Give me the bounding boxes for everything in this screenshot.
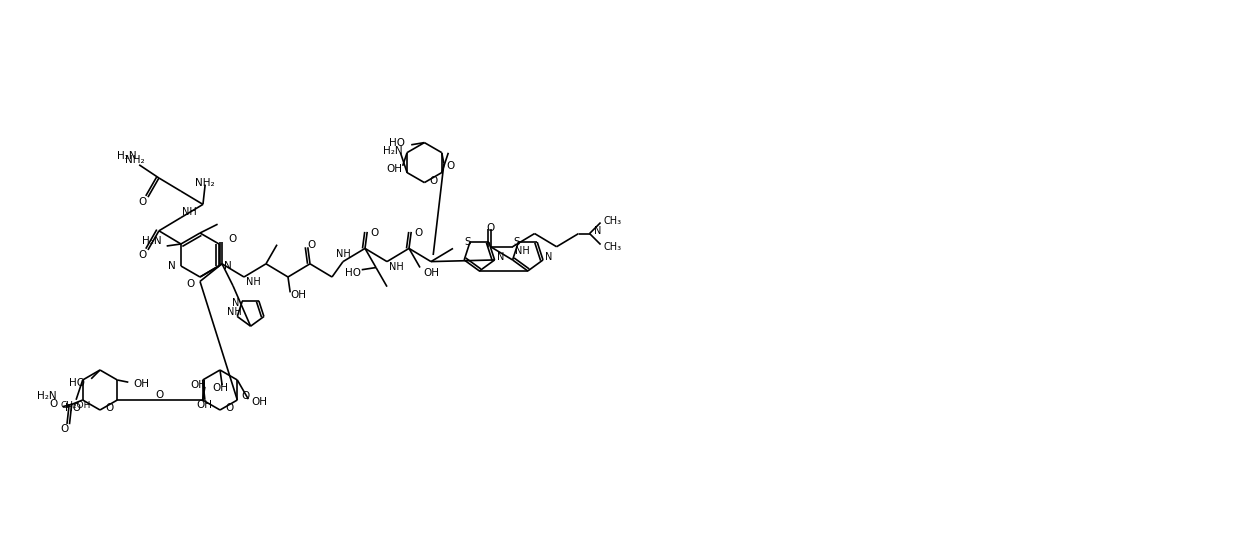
Text: O: O: [105, 403, 113, 413]
Text: NH₂: NH₂: [125, 155, 145, 165]
Text: NH: NH: [515, 246, 530, 256]
Text: OH: OH: [386, 164, 402, 174]
Text: OH: OH: [423, 267, 439, 278]
Text: HO: HO: [389, 138, 404, 147]
Text: S: S: [464, 237, 471, 247]
Text: O: O: [487, 223, 495, 233]
Text: N: N: [224, 261, 232, 271]
Text: CH₃: CH₃: [603, 241, 622, 252]
Text: NH₂: NH₂: [195, 178, 215, 187]
Text: O: O: [414, 228, 422, 238]
Text: O: O: [139, 197, 146, 207]
Text: NH: NH: [336, 248, 351, 259]
Text: O: O: [139, 250, 146, 260]
Text: N: N: [232, 298, 239, 308]
Text: OH: OH: [134, 380, 149, 389]
Text: OH: OH: [290, 291, 305, 300]
Text: O: O: [242, 391, 249, 401]
Text: N: N: [545, 252, 552, 262]
Text: H₂N: H₂N: [383, 146, 403, 156]
Text: HO: HO: [65, 403, 81, 413]
Text: N: N: [593, 226, 601, 235]
Text: H₂N: H₂N: [36, 391, 56, 401]
Text: NH: NH: [182, 207, 197, 217]
Text: S: S: [513, 237, 520, 247]
Text: O: O: [60, 424, 69, 434]
Text: OH: OH: [212, 383, 228, 394]
Text: CH₂OH: CH₂OH: [61, 401, 91, 409]
Text: OH: OH: [197, 400, 212, 410]
Text: O: O: [429, 176, 438, 186]
Text: HO: HO: [69, 378, 85, 388]
Text: NH: NH: [227, 307, 242, 316]
Text: O: O: [156, 390, 164, 400]
Text: H₂N: H₂N: [116, 151, 136, 161]
Text: HO: HO: [344, 267, 361, 278]
Text: O: O: [371, 228, 378, 238]
Text: NH: NH: [389, 261, 403, 272]
Text: N: N: [497, 252, 505, 262]
Text: O: O: [187, 279, 195, 289]
Text: O: O: [228, 234, 237, 244]
Text: O: O: [225, 403, 233, 413]
Text: H₂N: H₂N: [141, 236, 162, 246]
Text: N: N: [168, 261, 177, 271]
Text: OH: OH: [252, 397, 268, 407]
Text: CH₃: CH₃: [603, 215, 622, 226]
Text: O: O: [447, 160, 454, 171]
Text: NH: NH: [245, 277, 260, 287]
Text: O: O: [49, 400, 58, 409]
Text: OH: OH: [190, 380, 207, 389]
Text: O: O: [308, 240, 316, 251]
